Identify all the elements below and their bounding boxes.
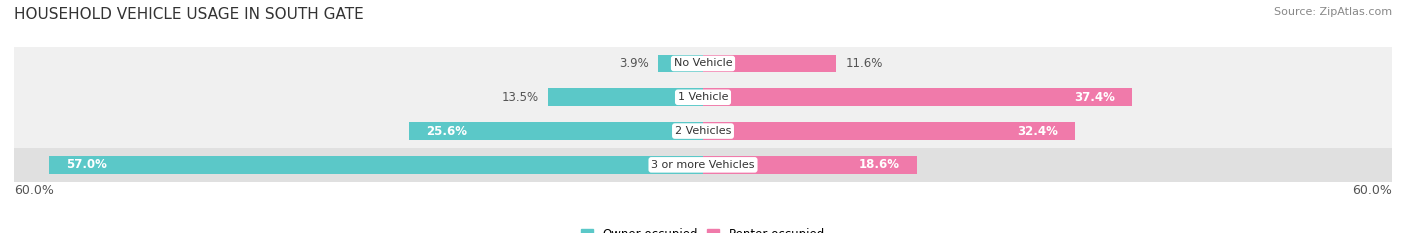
Bar [703, 156, 917, 174]
Text: HOUSEHOLD VEHICLE USAGE IN SOUTH GATE: HOUSEHOLD VEHICLE USAGE IN SOUTH GATE [14, 7, 364, 22]
Text: Source: ZipAtlas.com: Source: ZipAtlas.com [1274, 7, 1392, 17]
Text: 60.0%: 60.0% [14, 185, 53, 197]
Text: 60.0%: 60.0% [1353, 185, 1392, 197]
Text: 3 or more Vehicles: 3 or more Vehicles [651, 160, 755, 170]
Text: No Vehicle: No Vehicle [673, 58, 733, 69]
Text: 18.6%: 18.6% [858, 158, 900, 171]
Text: 57.0%: 57.0% [66, 158, 107, 171]
Bar [14, 148, 1392, 182]
Bar [703, 55, 837, 72]
Text: 25.6%: 25.6% [426, 125, 467, 137]
Bar [14, 47, 1392, 80]
Bar [14, 114, 1392, 148]
Text: 37.4%: 37.4% [1074, 91, 1115, 104]
Text: 13.5%: 13.5% [502, 91, 538, 104]
Bar [14, 80, 1392, 114]
Legend: Owner-occupied, Renter-occupied: Owner-occupied, Renter-occupied [581, 228, 825, 233]
Bar [548, 89, 703, 106]
Text: 11.6%: 11.6% [845, 57, 883, 70]
Text: 3.9%: 3.9% [619, 57, 650, 70]
Bar [48, 156, 703, 174]
Bar [703, 89, 1132, 106]
Text: 1 Vehicle: 1 Vehicle [678, 92, 728, 102]
Bar [658, 55, 703, 72]
Text: 2 Vehicles: 2 Vehicles [675, 126, 731, 136]
Bar [703, 122, 1076, 140]
Text: 32.4%: 32.4% [1017, 125, 1057, 137]
Bar [409, 122, 703, 140]
